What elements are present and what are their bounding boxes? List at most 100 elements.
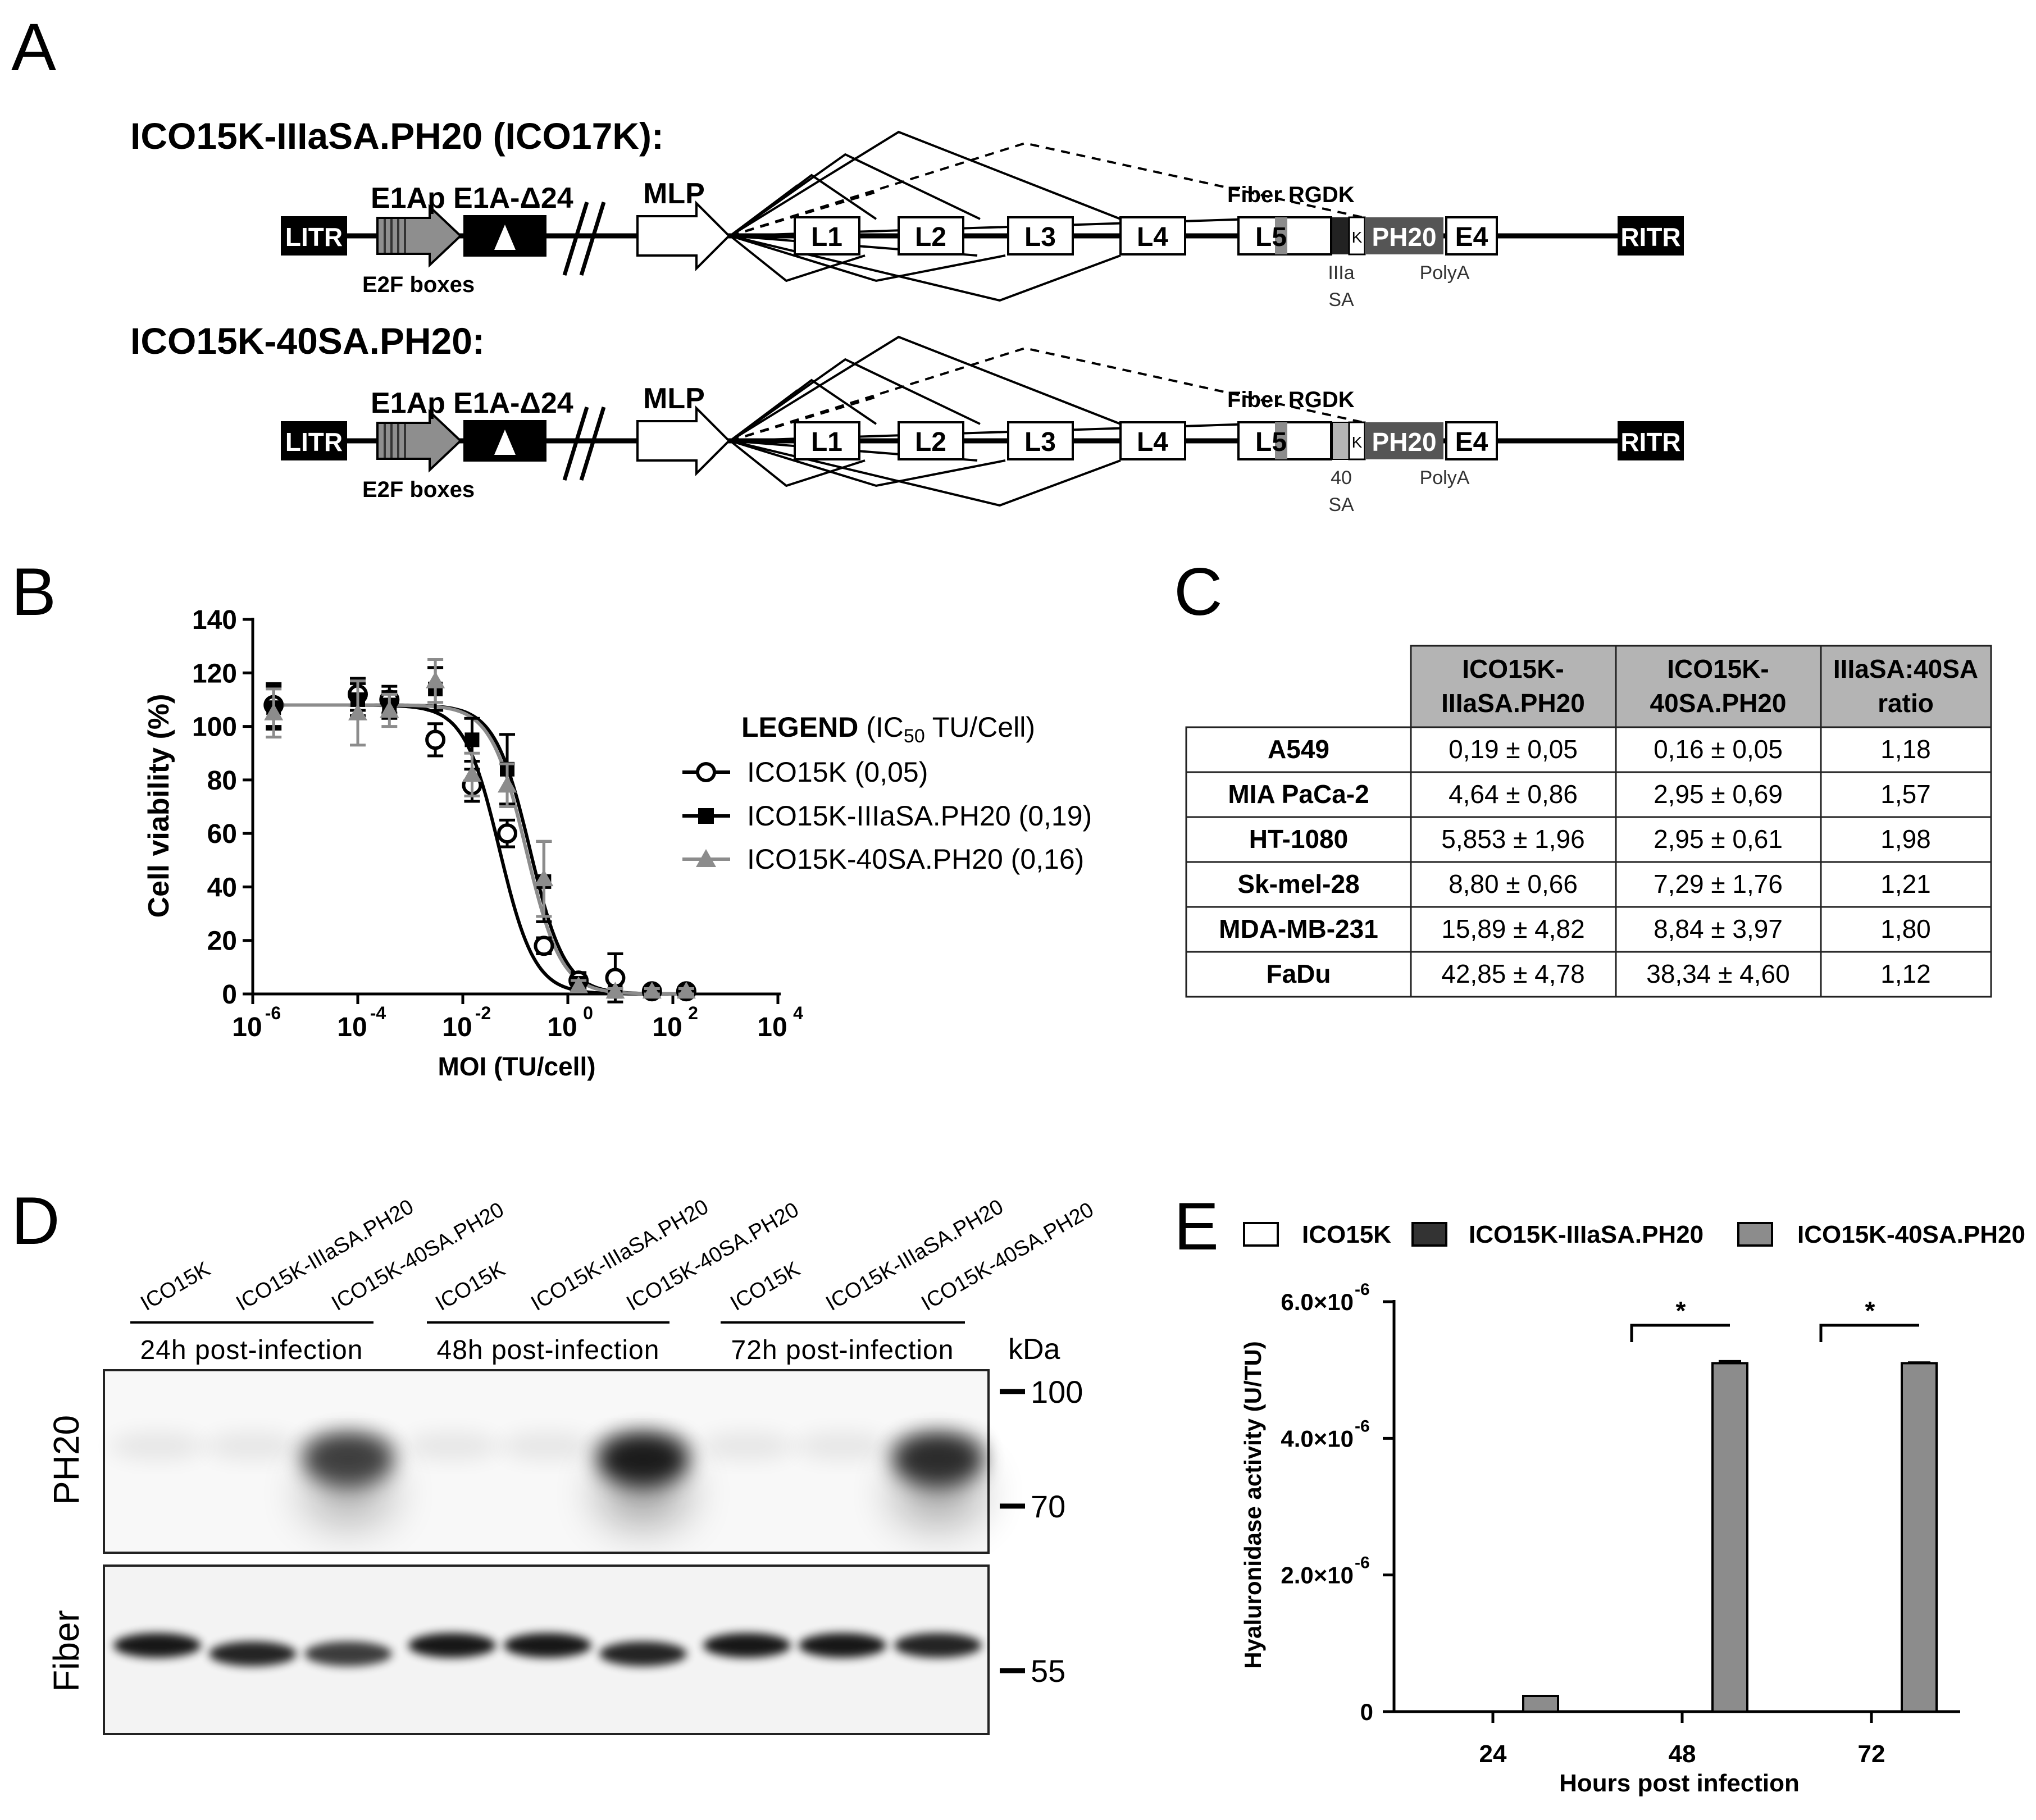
delta24-triangle	[494, 225, 516, 250]
k-box	[1348, 216, 1366, 256]
ph20-label: PH20	[1372, 427, 1436, 457]
x-tick-label: 10	[442, 1012, 472, 1042]
litr-box	[281, 421, 347, 460]
header-label: ICO15K-	[1462, 654, 1564, 683]
ritr-label: RITR	[1620, 427, 1680, 457]
e4-label: E4	[1455, 427, 1488, 457]
header-label: IIIaSA:40SA	[1833, 654, 1978, 683]
polya-label: PolyA	[1420, 467, 1470, 489]
mlp-promoter	[636, 200, 731, 271]
gene-label: L5	[1255, 222, 1287, 252]
x-tick-label: 10	[337, 1012, 367, 1042]
x-tick-label: 24	[1479, 1740, 1507, 1768]
legend-label: ICO15K (0,05)	[747, 756, 928, 788]
x-tick-exponent: -2	[475, 1003, 491, 1023]
legend-title-bold: LEGEND	[741, 711, 858, 743]
marker-label: 70	[1031, 1489, 1065, 1524]
gene-label: L4	[1137, 222, 1168, 252]
viability-chart: Cell viability (%) MOI (TU/cell) 0204060…	[143, 605, 1092, 1081]
ph20-box	[1365, 217, 1443, 254]
row-iiiasa-value: 8,80 ± 0,66	[1449, 869, 1578, 898]
fit-curve	[284, 703, 694, 996]
x-ticks: 10 -6 10 -4 10 -2 10 0 10 2 10 4	[232, 994, 803, 1042]
x-tick-label: 10	[547, 1012, 577, 1042]
y-tick-label: 120	[192, 659, 237, 688]
construct-title: ICO15K-IIIaSA.PH20 (ICO17K):	[130, 115, 664, 157]
lane-label: ICO15K-IIIaSA.PH20	[527, 1195, 713, 1316]
legend-item-ico15k: ICO15K (0,05)	[682, 756, 928, 788]
row-cell-line: A549	[1268, 735, 1329, 764]
ph20-band	[597, 1433, 689, 1487]
header-cell	[1616, 646, 1821, 727]
fiber-band	[703, 1633, 791, 1658]
ic50-table: ICO15K- IIIaSA.PH20 ICO15K- 40SA.PH20 II…	[1185, 645, 1992, 998]
data-point	[642, 982, 662, 999]
e2f-label: E2F boxes	[362, 477, 475, 502]
gene-l4	[1119, 216, 1186, 256]
row-iiiasa-value: 15,89 ± 4,82	[1441, 914, 1584, 943]
e1ap-promoter	[376, 409, 462, 473]
group-label: 72h post-infection	[731, 1335, 954, 1365]
bar	[1901, 1362, 1938, 1713]
splice-dashed	[730, 346, 1371, 442]
k-label: K	[1352, 434, 1363, 451]
western-blot: ICO15K ICO15K-IIIaSA.PH20ICO15K-40SA.PH20…	[46, 1195, 1098, 1735]
table-rows: A549 0,19 ± 0,05 0,16 ± 0,05 1,18 MIA PaCa-2…	[1219, 735, 1931, 988]
row-iiiasa-value: 4,64 ± 0,86	[1449, 779, 1578, 809]
x-tick-exponent: -4	[370, 1003, 386, 1023]
gene-l4	[1119, 421, 1186, 460]
gene-l3	[1007, 421, 1074, 460]
fit-curve	[284, 703, 694, 996]
y-tick-exponent: -6	[1355, 1554, 1370, 1572]
litr-label: LITR	[285, 427, 343, 457]
legend-label: ICO15K-IIIaSA.PH20 (0,19)	[747, 800, 1092, 832]
legend-label: ICO15K-IIIaSA.PH20	[1469, 1221, 1704, 1248]
x-tick-exponent: -6	[265, 1003, 281, 1023]
ritr-box	[1618, 216, 1684, 256]
panel-label-c: C	[1174, 554, 1223, 630]
row-ratio-value: 1,57	[1880, 779, 1931, 809]
mlp-label: MLP	[643, 177, 705, 210]
row-40sa-value: 8,84 ± 3,97	[1654, 914, 1783, 943]
legend-swatch-ico15k	[1243, 1222, 1279, 1247]
ph20-band-smear	[699, 1432, 795, 1460]
y-tick-label: 40	[207, 873, 237, 902]
y-tick-label: 20	[207, 927, 237, 956]
data-point	[464, 732, 480, 747]
bar	[1711, 1362, 1748, 1713]
x-tick-label: 72	[1858, 1740, 1885, 1768]
data-point	[534, 869, 554, 887]
data-point	[676, 982, 696, 999]
significance-brackets: * *	[1630, 1296, 1919, 1342]
fiber-band	[408, 1633, 496, 1658]
k-label: K	[1352, 229, 1363, 246]
e1a-label: E1A-Δ24	[453, 387, 573, 419]
legend-item-iiiasa: ICO15K-IIIaSA.PH20 (0,19)	[682, 800, 1092, 832]
k-box	[1348, 421, 1366, 460]
gene-label: L4	[1137, 427, 1168, 457]
fit-curves	[284, 703, 694, 996]
kda-label: kDa	[1008, 1333, 1060, 1366]
break-mark	[562, 201, 589, 276]
legend-title-rest: (IC	[858, 711, 904, 743]
sa-label-bottom: SA	[1328, 494, 1354, 516]
panel-label-e: E	[1174, 1189, 1219, 1264]
construct-title: ICO15K-40SA.PH20:	[130, 320, 485, 362]
legend-title: LEGEND (IC50 TU/Cell)	[741, 711, 1035, 747]
y-tick-exponent: -6	[1355, 1280, 1370, 1299]
gene-label: L3	[1024, 427, 1056, 457]
y-tick-label: 60	[207, 819, 237, 849]
sa-box	[1332, 422, 1350, 460]
e1ap-promoter	[376, 204, 462, 268]
gene-label: L5	[1255, 427, 1287, 457]
gene-l1	[794, 216, 860, 256]
lane-labels: ICO15K ICO15K-IIIaSA.PH20ICO15K-40SA.PH20…	[137, 1195, 1098, 1316]
panel-label-a: A	[11, 10, 56, 85]
litr-label: LITR	[285, 222, 343, 252]
data-point	[569, 976, 589, 993]
x-tick-label: 48	[1669, 1740, 1696, 1768]
significance-bracket	[1819, 1324, 1919, 1342]
y-ticks: 02.0×10 -64.0×10 -66.0×10 -6	[1281, 1280, 1394, 1725]
row-ratio-value: 1,21	[1880, 869, 1931, 898]
row-cell-line: MIA PaCa-2	[1228, 779, 1369, 809]
